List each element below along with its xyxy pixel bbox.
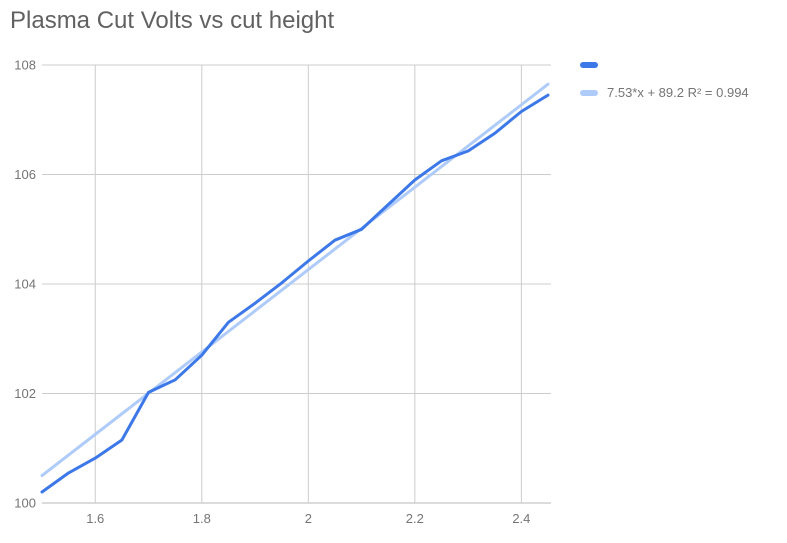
y-tick-label: 104 [14,277,36,292]
legend-label-trendline: 7.53*x + 89.2 R² = 0.994 [607,85,749,100]
y-tick-label: 102 [14,386,36,401]
y-tick-label: 106 [14,167,36,182]
x-tick-label: 1.6 [86,511,104,526]
legend-swatch-series [580,61,598,68]
legend-item-trendline: 7.53*x + 89.2 R² = 0.994 [580,85,749,100]
legend: 7.53*x + 89.2 R² = 0.994 [580,57,749,100]
y-tick-label: 100 [14,496,36,511]
trendline-line [40,82,550,478]
y-tick-label: 108 [14,58,36,73]
x-tick-label: 1.8 [193,511,211,526]
chart-title: Plasma Cut Volts vs cut height [10,7,335,34]
legend-swatch-trendline [580,89,598,96]
x-tick-label: 2 [305,511,312,526]
series-line [40,93,550,494]
x-tick-label: 2.2 [406,511,424,526]
x-tick-label: 2.4 [512,511,530,526]
legend-item-series [580,57,749,72]
